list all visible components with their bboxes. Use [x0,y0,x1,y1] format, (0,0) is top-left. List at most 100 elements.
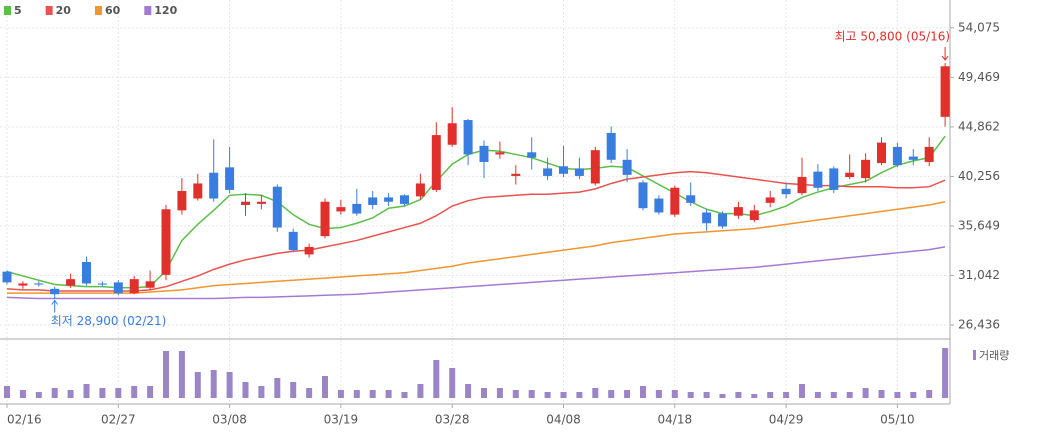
candle-body [447,123,457,145]
volume-bar [735,392,742,398]
volume-bar [433,360,440,398]
candle-body [924,146,934,162]
volume-bar [449,368,456,398]
ma-line [6,170,946,292]
candle-body [829,168,839,190]
candle-body [749,210,759,221]
candle-body [638,182,648,209]
volume-bar [115,388,122,398]
volume-bar [353,390,360,398]
volume-bar [306,388,313,398]
candle-body [765,197,775,203]
legend-swatch [144,6,152,15]
y-tick-label: 35,649 [958,218,1000,232]
legend-swatch [45,6,53,15]
volume-bar [830,392,837,398]
candle-body [129,279,139,294]
ma-line [6,246,946,300]
candle-body [193,183,203,199]
candle-body [145,281,155,288]
volume-bar [942,348,949,398]
volume-bar [576,392,583,398]
volume-bar [322,376,328,398]
candle-body [702,212,712,224]
volume-bar [481,388,487,398]
x-tick-label: 03/08 [212,413,247,427]
candle-body [272,186,282,228]
candle-body [574,168,584,176]
candle-body [654,198,664,213]
candle-body [733,207,743,216]
candle-body [82,261,91,284]
volume-bar [369,390,376,398]
candle-body [304,246,314,255]
volume-bar [178,351,185,398]
ma-line [7,201,946,294]
candle-body [431,135,441,190]
candle-body [384,197,394,202]
candle-body [543,168,553,176]
y-tick-label: 40,256 [958,169,1000,183]
volume-bar [242,382,249,398]
candle-body [50,288,60,295]
candle-body [877,142,886,164]
candle-body [177,190,187,211]
volume-bar [624,390,631,398]
volume-bar [608,390,615,398]
candle-body [813,171,823,188]
volume-bar [560,392,567,398]
volume-bar [671,390,678,398]
candle-body [479,145,489,162]
candle-body [113,282,123,294]
x-tick-label: 05/10 [880,413,915,427]
volume-bar [226,372,233,398]
volume-bar [894,392,901,398]
volume-bar [19,390,26,398]
x-tick-label: 03/19 [324,413,359,427]
candle-body [320,201,330,237]
volume-bar [290,382,297,398]
volume-bar [401,392,408,398]
candle-body [463,120,473,155]
candle-body [256,201,266,204]
candle-body [161,209,171,275]
candle-body [606,132,616,160]
volume-bar [703,392,710,398]
candle-body [209,172,219,199]
volume-bar [767,392,774,398]
x-tick-label: 03/28 [435,413,470,427]
candle-body [511,173,521,176]
y-tick-label: 49,469 [958,70,1000,84]
y-tick-label: 44,862 [958,119,1000,133]
candle-body [495,152,505,155]
x-tick-label: 02/27 [101,413,136,427]
volume-bar [131,386,138,398]
legend-swatch [4,6,11,15]
candle-body [845,172,855,178]
volume-bar [862,388,869,398]
candle-body [368,197,378,205]
candle-body [781,188,791,195]
candle-body [400,195,409,204]
x-tick-label: 02/16 [7,413,42,427]
volume-bar [465,384,472,398]
arrow [51,299,59,313]
volume-bar [910,392,917,398]
volume-bar [4,386,10,398]
arrow [941,47,949,61]
x-tick-label: 04/29 [769,413,804,427]
candle-body [18,283,28,286]
volume-bar [512,390,519,398]
volume-bar [274,378,281,398]
candle-body [352,203,362,214]
candle-body [415,183,425,197]
candle-body [336,207,346,212]
legend-swatch [973,350,976,360]
candle-body [559,166,568,174]
volume-bar [147,386,154,398]
candle-body [861,159,871,179]
low-annotation: 최저 28,900 (02/21) [51,314,167,328]
volume-bar [528,390,535,398]
volume-bar [417,384,424,398]
candle-body [892,146,902,166]
